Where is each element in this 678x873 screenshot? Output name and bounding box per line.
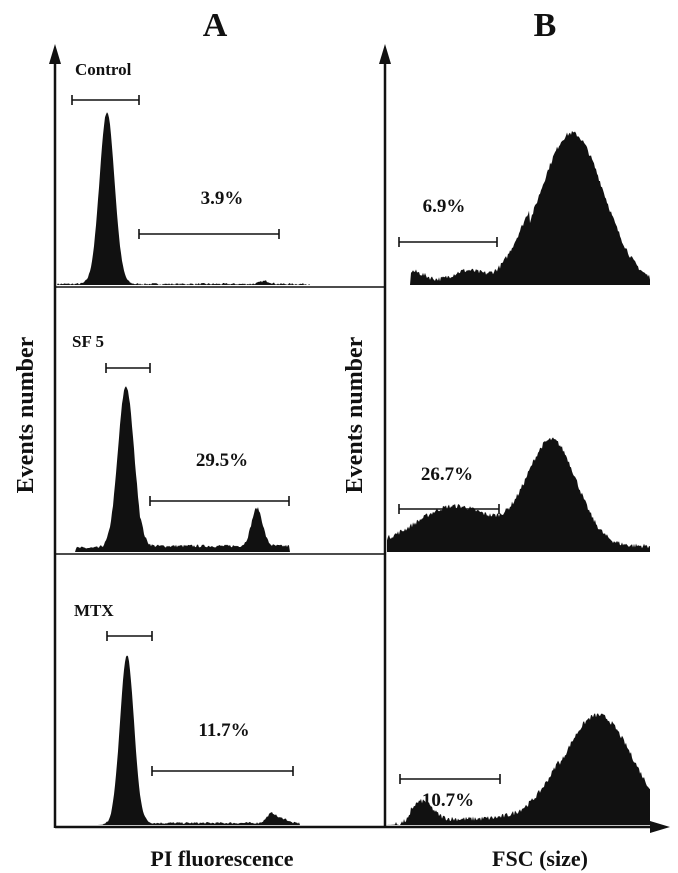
y-axis-b-arrowhead [379,44,391,64]
gate-bar-a-sf5-sub [149,496,290,506]
gate-bar-b-middle [398,504,500,514]
gate-bar-a-mtx-peak [106,631,153,641]
gate-layer [71,95,501,784]
histogram-b-bottom [387,713,650,825]
axes [49,44,670,833]
sample-label-mtx: MTX [74,601,114,620]
gate-bar-a-mtx-sub [151,766,294,776]
histogram-b-middle [387,437,650,552]
y-axis-title-a: Events number [13,336,39,493]
gate-percent-b-middle: 26.7% [421,464,473,485]
gate-bar-a-control-sub [138,229,280,239]
panel-letter-b: B [534,7,557,44]
panel-letter-a: A [203,7,228,44]
sample-label-control: Control [75,60,132,79]
y-axis-a-arrowhead [49,44,61,64]
x-axis-title-a: PI fluorescence [150,846,293,871]
histogram-a-sf5 [57,386,320,552]
y-axis-title-b: Events number [342,336,368,493]
sample-label-sf5: SF 5 [72,332,104,351]
histogram-a-control [57,112,310,285]
x-axis-title-b: FSC (size) [492,846,588,871]
gate-percent-b-bottom: 10.7% [422,790,474,811]
gate-bar-b-top [398,237,498,247]
gate-bar-b-bottom [399,774,501,784]
gate-percent-a-mtx: 11.7% [198,720,249,741]
gate-percent-b-top: 6.9% [423,196,466,217]
gate-percent-a-control: 3.9% [201,188,244,209]
histogram-a-mtx [57,655,320,825]
gate-bar-a-sf5-peak [105,363,151,373]
histogram-b-top [387,130,650,285]
x-axis-arrowhead [650,821,670,833]
gate-bar-a-control-peak [71,95,140,105]
histogram-layer [57,112,650,825]
gate-percent-a-sf5: 29.5% [196,450,248,471]
